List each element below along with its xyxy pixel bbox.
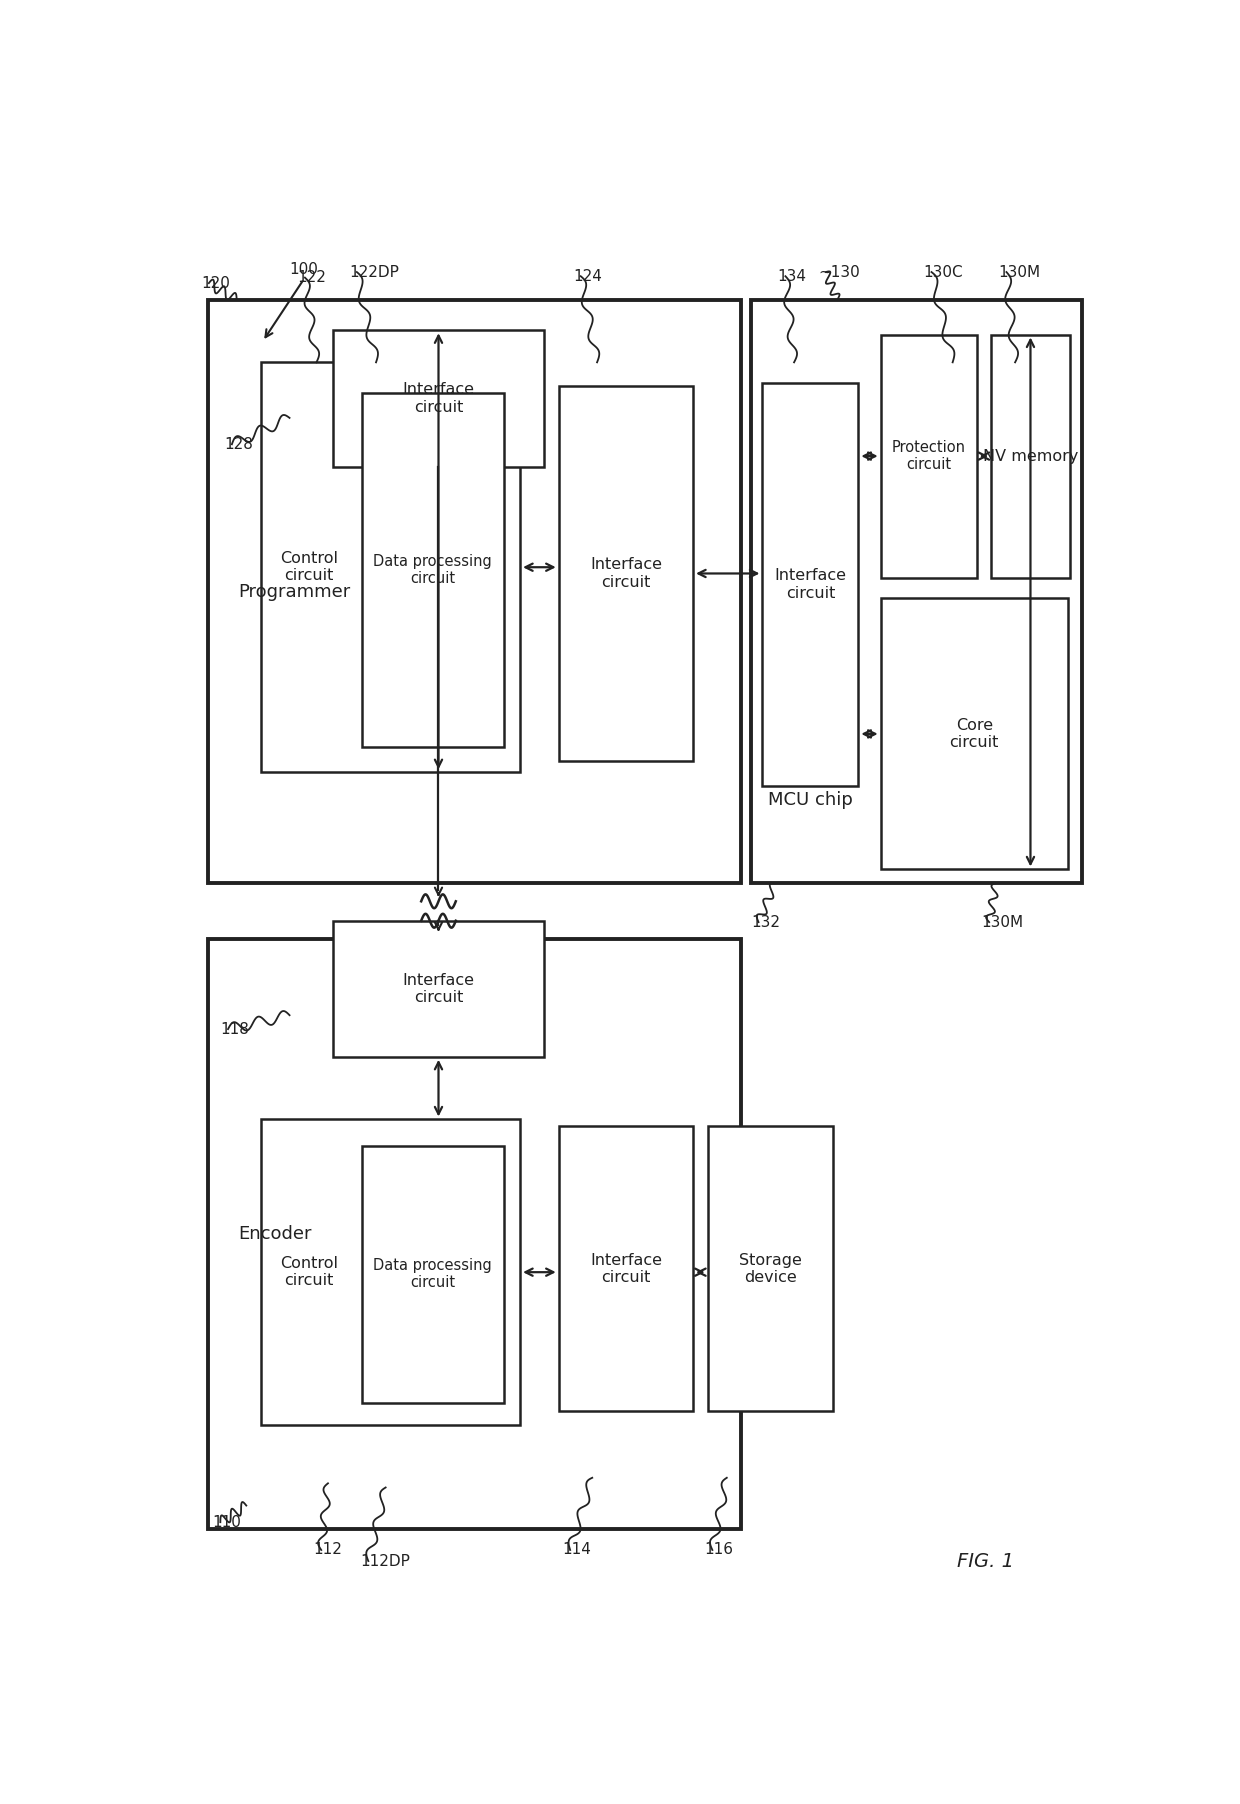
Text: Control
circuit: Control circuit — [280, 1256, 337, 1288]
FancyBboxPatch shape — [208, 299, 742, 884]
Text: Interface
circuit: Interface circuit — [590, 1252, 662, 1284]
Text: 124: 124 — [573, 269, 601, 283]
Text: 118: 118 — [221, 1021, 249, 1037]
Text: 128: 128 — [224, 437, 253, 451]
Text: ~130: ~130 — [818, 265, 859, 280]
Text: 122: 122 — [298, 271, 326, 285]
FancyBboxPatch shape — [880, 334, 977, 577]
Text: Core
circuit: Core circuit — [950, 718, 999, 750]
Text: Storage
device: Storage device — [739, 1252, 801, 1284]
Text: 120: 120 — [201, 276, 229, 290]
FancyBboxPatch shape — [260, 363, 521, 772]
FancyBboxPatch shape — [751, 299, 1083, 884]
Text: Data processing
circuit: Data processing circuit — [373, 1257, 492, 1290]
Text: 130C: 130C — [924, 265, 963, 280]
FancyBboxPatch shape — [991, 334, 1070, 577]
FancyBboxPatch shape — [208, 938, 742, 1530]
FancyBboxPatch shape — [332, 330, 544, 467]
Text: 100: 100 — [290, 262, 319, 276]
FancyBboxPatch shape — [332, 920, 544, 1057]
FancyBboxPatch shape — [558, 386, 693, 761]
Text: Interface
circuit: Interface circuit — [403, 972, 475, 1005]
Text: Control
circuit: Control circuit — [280, 550, 337, 583]
FancyBboxPatch shape — [362, 1146, 503, 1404]
FancyBboxPatch shape — [260, 1118, 521, 1425]
Text: 112DP: 112DP — [361, 1553, 410, 1569]
Text: Interface
circuit: Interface circuit — [590, 557, 662, 590]
Text: 130M: 130M — [982, 915, 1023, 929]
Text: Interface
circuit: Interface circuit — [403, 382, 475, 415]
Text: 132: 132 — [751, 915, 780, 929]
FancyBboxPatch shape — [763, 382, 858, 787]
Text: 114: 114 — [563, 1542, 591, 1557]
Text: 110: 110 — [213, 1515, 242, 1530]
Text: Protection
circuit: Protection circuit — [892, 440, 966, 473]
Text: 122DP: 122DP — [350, 265, 399, 280]
FancyBboxPatch shape — [558, 1126, 693, 1411]
FancyBboxPatch shape — [362, 393, 503, 747]
Text: 112: 112 — [314, 1542, 342, 1557]
FancyBboxPatch shape — [880, 599, 1068, 870]
Text: MCU chip: MCU chip — [768, 790, 853, 808]
Text: NV memory: NV memory — [983, 449, 1078, 464]
Text: Data processing
circuit: Data processing circuit — [373, 554, 492, 586]
Text: Interface
circuit: Interface circuit — [775, 568, 847, 601]
FancyBboxPatch shape — [708, 1126, 832, 1411]
Text: 134: 134 — [777, 269, 807, 283]
Text: FIG. 1: FIG. 1 — [957, 1551, 1014, 1571]
Text: Encoder: Encoder — [238, 1225, 312, 1243]
Text: 130M: 130M — [998, 265, 1040, 280]
Text: 116: 116 — [704, 1542, 734, 1557]
Text: Programmer: Programmer — [238, 583, 351, 601]
